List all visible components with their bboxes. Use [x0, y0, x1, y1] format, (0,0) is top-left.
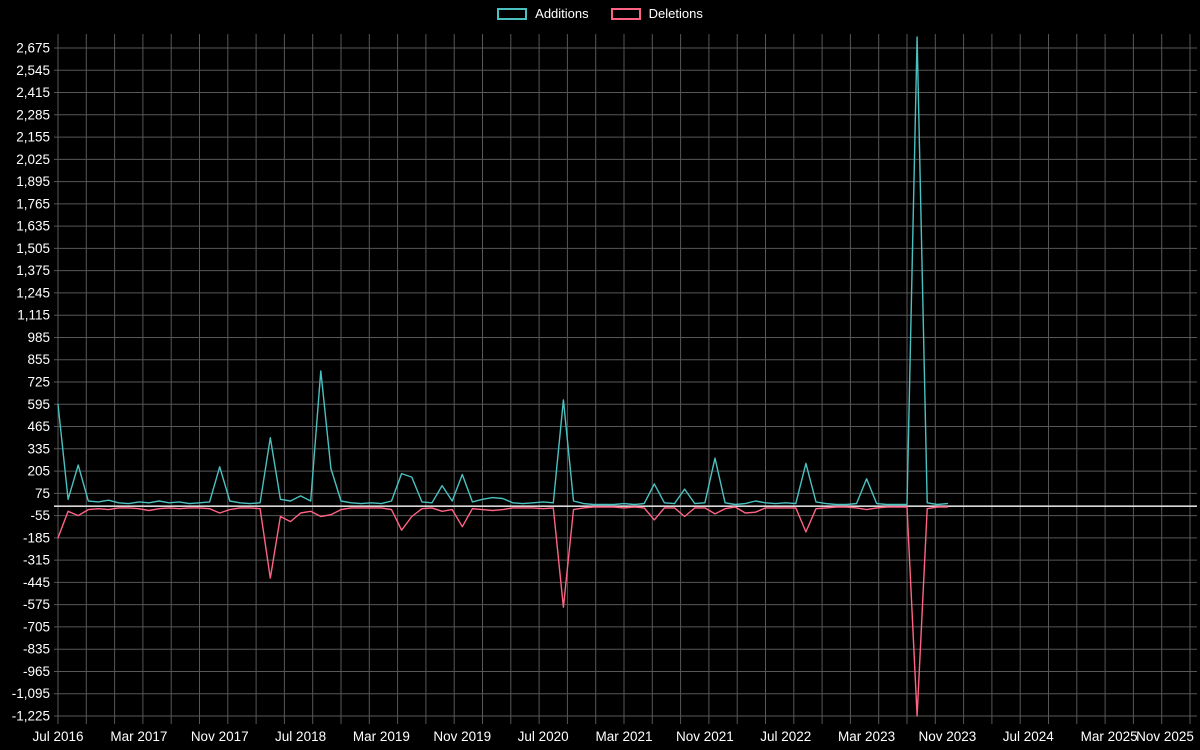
svg-text:-55: -55 — [30, 508, 50, 523]
svg-text:1,245: 1,245 — [16, 285, 50, 300]
svg-text:Mar 2021: Mar 2021 — [595, 729, 652, 744]
chart-legend: Additions Deletions — [0, 7, 1200, 20]
svg-text:725: 725 — [27, 375, 50, 390]
axis-labels: 2,675 2,545 2,415 2,285 2,155 2,025 1,895 1,765… — [12, 41, 1194, 745]
svg-text:1,115: 1,115 — [17, 308, 50, 323]
legend-item-additions[interactable]: Additions — [497, 6, 589, 21]
svg-text:-445: -445 — [23, 575, 50, 590]
svg-text:985: 985 — [27, 330, 50, 345]
svg-text:1,375: 1,375 — [16, 263, 50, 278]
deletions-swatch-icon — [610, 7, 641, 20]
series-line-deletions — [57, 506, 949, 717]
svg-text:Nov 2025: Nov 2025 — [1136, 729, 1194, 744]
grid-lines — [54, 34, 1197, 724]
svg-text:Jul 2018: Jul 2018 — [275, 729, 326, 744]
svg-text:-315: -315 — [23, 553, 50, 568]
svg-text:1,505: 1,505 — [16, 241, 50, 256]
svg-text:Jul 2022: Jul 2022 — [760, 729, 811, 744]
svg-text:335: 335 — [27, 441, 50, 456]
svg-text:Mar 2019: Mar 2019 — [353, 729, 410, 744]
svg-text:855: 855 — [27, 352, 50, 367]
svg-text:2,155: 2,155 — [16, 130, 50, 145]
svg-text:1,635: 1,635 — [16, 219, 50, 234]
svg-text:2,675: 2,675 — [16, 41, 50, 56]
svg-text:Jul 2020: Jul 2020 — [518, 729, 569, 744]
svg-text:-1,095: -1,095 — [12, 686, 50, 701]
series-lines — [57, 36, 949, 717]
svg-text:Nov 2019: Nov 2019 — [433, 729, 491, 744]
svg-text:-575: -575 — [23, 597, 50, 612]
svg-text:1,765: 1,765 — [16, 196, 50, 211]
svg-text:75: 75 — [35, 486, 50, 501]
svg-text:-965: -965 — [23, 664, 50, 679]
svg-text:-185: -185 — [23, 530, 50, 545]
svg-text:2,025: 2,025 — [16, 152, 50, 167]
svg-text:Mar 2023: Mar 2023 — [838, 729, 895, 744]
svg-text:Nov 2021: Nov 2021 — [676, 729, 734, 744]
svg-text:465: 465 — [27, 419, 50, 434]
svg-text:2,285: 2,285 — [16, 107, 50, 122]
series-line-additions — [57, 36, 949, 506]
svg-text:Nov 2023: Nov 2023 — [919, 729, 977, 744]
svg-text:2,415: 2,415 — [16, 85, 50, 100]
legend-label-additions: Additions — [535, 6, 589, 21]
svg-text:-1,225: -1,225 — [12, 709, 50, 724]
svg-text:-705: -705 — [23, 619, 50, 634]
svg-text:Nov 2017: Nov 2017 — [191, 729, 249, 744]
svg-text:595: 595 — [27, 397, 50, 412]
svg-text:Jul 2024: Jul 2024 — [1003, 729, 1055, 744]
svg-text:Mar 2025: Mar 2025 — [1081, 729, 1138, 744]
svg-text:1,895: 1,895 — [16, 174, 50, 189]
svg-text:Jul 2016: Jul 2016 — [32, 729, 83, 744]
legend-item-deletions[interactable]: Deletions — [610, 6, 703, 21]
svg-text:205: 205 — [27, 464, 50, 479]
legend-label-deletions: Deletions — [648, 6, 703, 21]
additions-swatch-icon — [497, 7, 528, 20]
svg-text:Mar 2017: Mar 2017 — [110, 729, 167, 744]
svg-text:-835: -835 — [23, 642, 50, 657]
svg-text:2,545: 2,545 — [16, 63, 50, 78]
